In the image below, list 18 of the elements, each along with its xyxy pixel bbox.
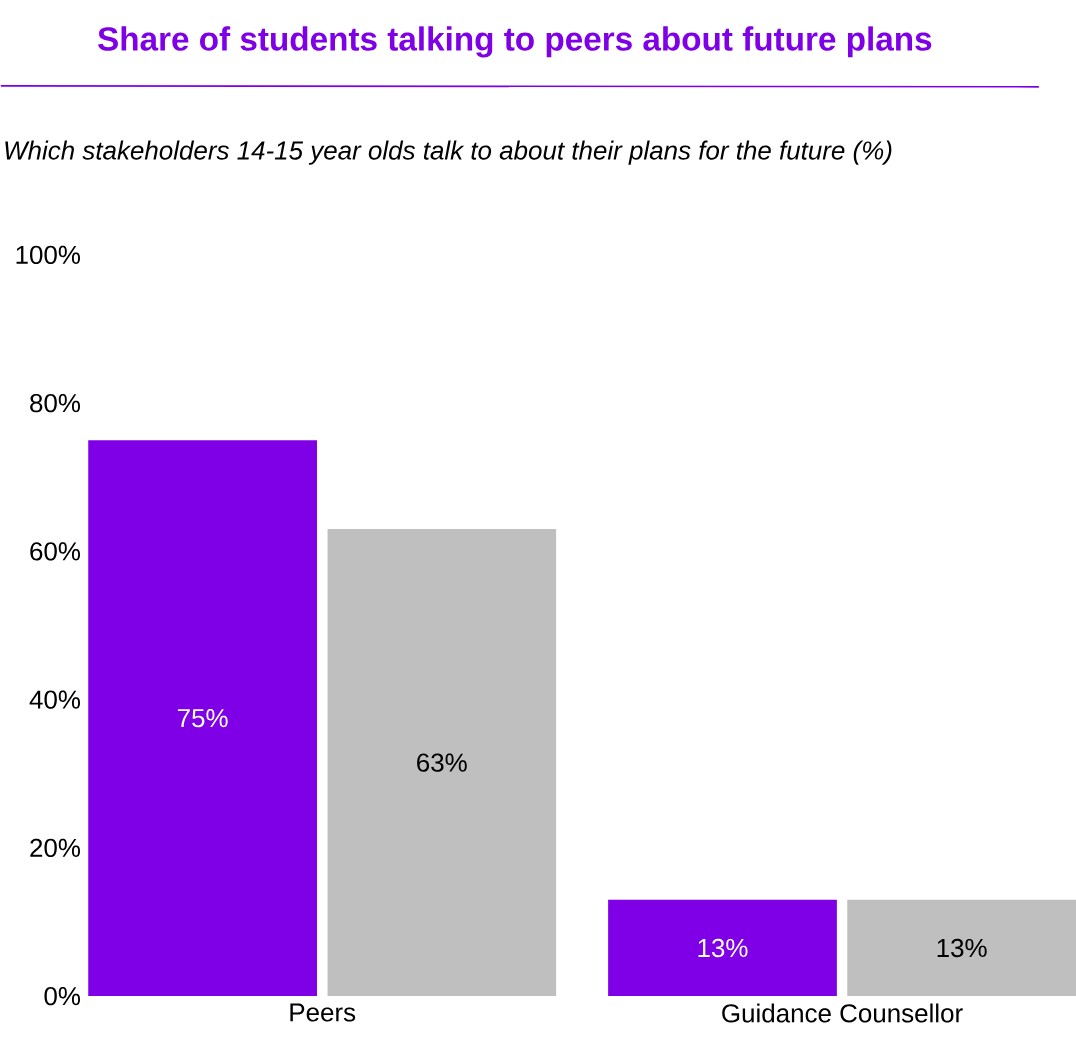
bar xyxy=(327,529,557,997)
data-label: 13% xyxy=(698,938,748,958)
bar xyxy=(847,899,1076,997)
chart-subtitle: Which stakeholders 14-15 year olds talk to about their plans for the future (%) xyxy=(5,140,892,165)
chart-title: Share of students talking to peers about future plans xyxy=(98,26,932,58)
y-tick-label: 80% xyxy=(30,393,80,413)
bar xyxy=(88,440,317,997)
y-tick-label: 0% xyxy=(44,986,81,1006)
x-tick-label: Peers xyxy=(290,1003,356,1022)
data-label: 63% xyxy=(417,753,467,772)
data-label: 75% xyxy=(177,709,228,728)
y-tick-label: 40% xyxy=(29,690,80,709)
bar xyxy=(608,899,837,997)
data-label: 13% xyxy=(937,938,987,958)
y-tick-label: 20% xyxy=(30,838,80,858)
y-tick-label: 60% xyxy=(30,542,80,561)
x-tick-label: Guidance Counsellor xyxy=(722,1003,963,1023)
y-tick-label: 100% xyxy=(16,245,80,265)
